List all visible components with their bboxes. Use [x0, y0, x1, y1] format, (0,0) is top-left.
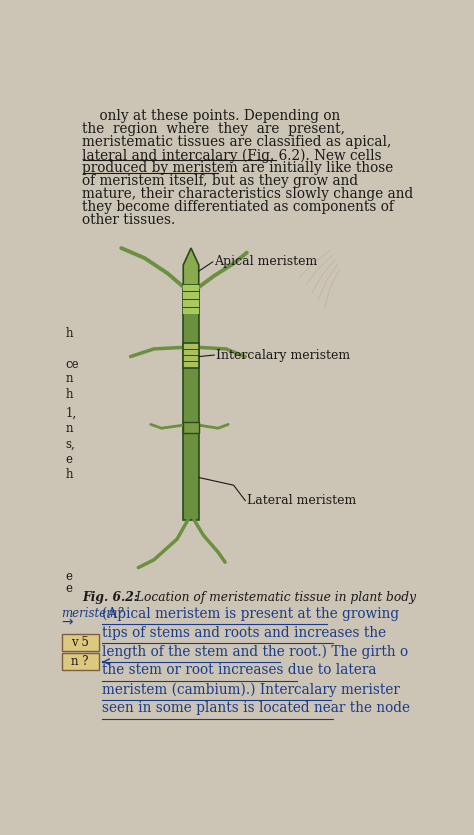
Text: e: e — [65, 453, 73, 466]
Text: Location of meristematic tissue in plant body: Location of meristematic tissue in plant… — [132, 591, 416, 605]
Text: Lateral meristem: Lateral meristem — [247, 494, 356, 507]
Bar — [183, 285, 199, 520]
Text: Apical meristem: Apical meristem — [214, 256, 318, 268]
Text: produced by meristem are initially like those: produced by meristem are initially like … — [82, 161, 394, 175]
Text: tips of stems and roots and increases the: tips of stems and roots and increases th… — [102, 625, 386, 640]
Text: n: n — [65, 372, 73, 385]
Text: length of the stem and the root.) The girth o: length of the stem and the root.) The gi… — [102, 645, 408, 659]
Text: h: h — [65, 468, 73, 481]
Text: Fig. 6.2:: Fig. 6.2: — [82, 591, 139, 605]
Text: lateral and intercalary (Fig. 6.2). New cells: lateral and intercalary (Fig. 6.2). New … — [82, 149, 382, 163]
Text: Intercalary meristem: Intercalary meristem — [216, 348, 350, 362]
Text: h: h — [65, 327, 73, 341]
Text: only at these points. Depending on: only at these points. Depending on — [82, 109, 341, 124]
Text: the  region  where  they  are  present,: the region where they are present, — [82, 123, 346, 136]
Text: e: e — [65, 582, 73, 595]
Bar — [183, 422, 199, 433]
Text: n: n — [65, 422, 73, 435]
Text: of meristem itself, but as they grow and: of meristem itself, but as they grow and — [82, 175, 359, 188]
Text: mature, their characteristics slowly change and: mature, their characteristics slowly cha… — [82, 187, 414, 201]
FancyBboxPatch shape — [63, 635, 99, 651]
Text: e: e — [65, 570, 73, 583]
Bar — [183, 285, 199, 314]
Text: seen in some plants is located near the node: seen in some plants is located near the … — [102, 701, 410, 716]
Text: other tissues.: other tissues. — [82, 213, 176, 227]
FancyBboxPatch shape — [63, 653, 99, 671]
Text: →: → — [62, 615, 73, 630]
Polygon shape — [183, 248, 199, 285]
Text: they become differentiated as components of: they become differentiated as components… — [82, 200, 394, 214]
Text: meristematic tissues are classified as apical,: meristematic tissues are classified as a… — [82, 135, 392, 149]
Text: n ?: n ? — [72, 655, 89, 668]
Text: 1,: 1, — [65, 407, 77, 420]
Text: meristem?: meristem? — [62, 607, 124, 620]
Text: meristem (cambium).) Intercalary merister: meristem (cambium).) Intercalary meriste… — [102, 682, 400, 696]
Text: s,: s, — [65, 438, 75, 450]
Text: v 5: v 5 — [71, 636, 89, 650]
Text: h: h — [65, 388, 73, 401]
Text: ce: ce — [65, 358, 79, 371]
Bar — [183, 342, 199, 368]
Text: the stem or root increases due to latera: the stem or root increases due to latera — [102, 664, 376, 677]
Text: (Apical meristem is present at the growing: (Apical meristem is present at the growi… — [102, 607, 399, 621]
